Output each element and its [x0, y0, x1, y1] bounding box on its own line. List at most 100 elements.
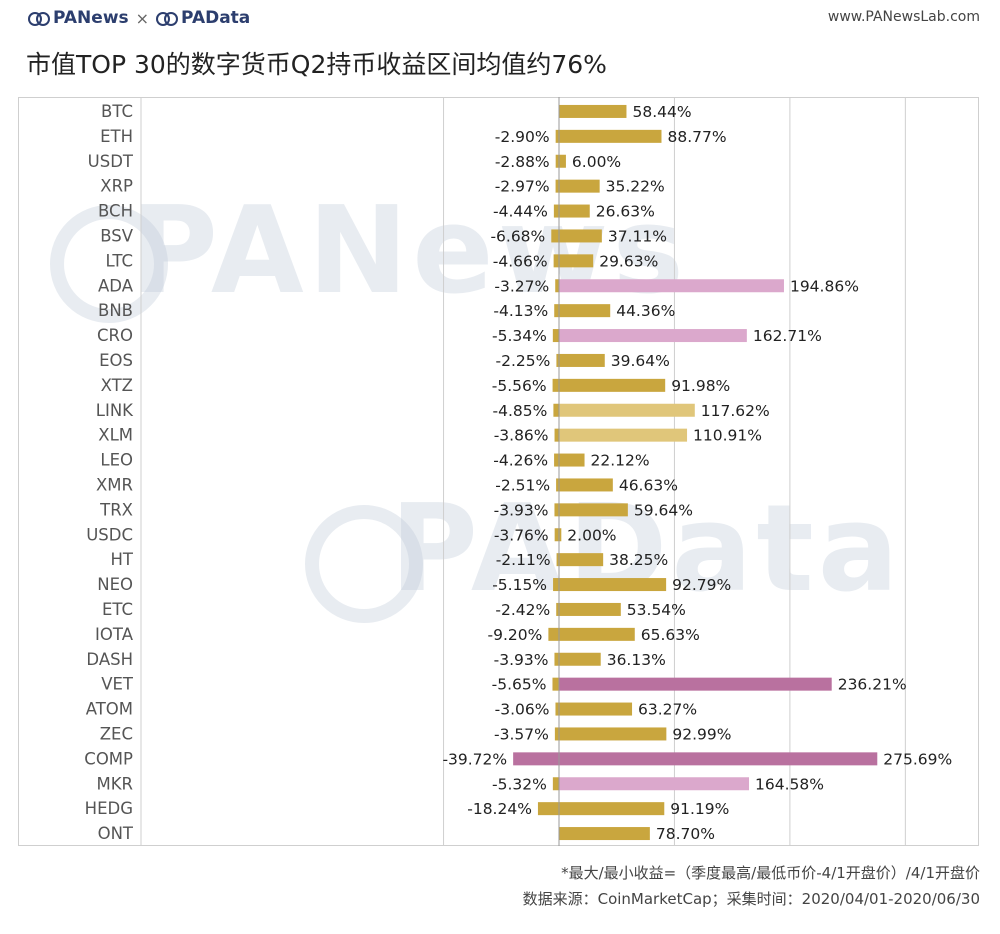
negative-value-label: -2.42%	[495, 601, 550, 619]
positive-value-label: 236.21%	[838, 676, 907, 694]
negative-bar	[555, 154, 559, 168]
negative-value-label: -3.93%	[494, 651, 549, 669]
positive-value-label: 35.22%	[606, 178, 665, 196]
category-label: XTZ	[101, 376, 133, 395]
positive-value-label: 26.63%	[596, 203, 655, 221]
logo-padata-text: PAData	[181, 8, 251, 28]
positive-value-label: 46.63%	[619, 476, 678, 494]
category-label: DASH	[86, 650, 133, 669]
positive-value-label: 44.36%	[616, 302, 675, 320]
positive-value-label: 37.11%	[608, 227, 667, 245]
negative-value-label: -3.86%	[494, 427, 549, 445]
negative-bar	[554, 652, 559, 666]
negative-bar	[556, 553, 559, 567]
padata-logo-icon	[156, 11, 179, 26]
positive-bar	[559, 752, 878, 766]
positive-bar	[559, 204, 590, 218]
negative-bar	[554, 528, 559, 542]
negative-bar	[553, 204, 559, 218]
positive-bar	[559, 478, 613, 492]
positive-bar	[559, 827, 650, 841]
positive-value-label: 275.69%	[883, 750, 952, 768]
negative-value-label: -3.06%	[495, 701, 550, 719]
negative-value-label: -2.25%	[496, 352, 551, 370]
negative-value-label: -4.66%	[493, 252, 548, 270]
positive-bar	[559, 403, 695, 417]
panews-logo: PANews × PAData	[28, 8, 250, 28]
positive-bar	[559, 428, 688, 442]
negative-bar	[554, 453, 559, 467]
negative-value-label: -18.24%	[467, 800, 532, 818]
positive-bar	[559, 179, 600, 193]
negative-bar	[552, 777, 559, 791]
negative-bar	[555, 279, 559, 293]
positive-bar	[559, 453, 585, 467]
negative-bar	[555, 179, 559, 193]
positive-bar	[559, 553, 604, 567]
negative-value-label: -2.88%	[495, 153, 550, 171]
positive-bar	[559, 677, 832, 691]
negative-bar	[554, 727, 559, 741]
positive-value-label: 6.00%	[572, 153, 621, 171]
footnote: *最大/最小收益=（季度最高/最低币价-4/1开盘价）/4/1开盘价	[561, 864, 980, 882]
positive-value-label: 58.44%	[632, 103, 691, 121]
chart-title: 市值TOP 30的数字货币Q2持币收益区间均值约76%	[26, 50, 607, 79]
negative-value-label: -2.51%	[495, 476, 550, 494]
positive-bar	[559, 777, 750, 791]
negative-value-label: -5.34%	[492, 327, 547, 345]
category-label: HT	[111, 550, 134, 569]
category-label: BTC	[101, 102, 133, 121]
positive-value-label: 22.12%	[591, 452, 650, 470]
negative-value-label: -3.57%	[494, 725, 549, 743]
chart-frame	[18, 97, 979, 846]
category-label: XLM	[98, 426, 133, 445]
category-label: LEO	[100, 451, 133, 470]
category-label: ETH	[100, 127, 133, 146]
category-label: XRP	[100, 177, 133, 196]
positive-value-label: 91.98%	[671, 377, 730, 395]
category-label: ADA	[98, 276, 134, 295]
positive-bar	[559, 104, 627, 118]
negative-bar	[513, 752, 559, 766]
positive-value-label: 53.54%	[627, 601, 686, 619]
category-label: ETC	[102, 600, 133, 619]
positive-value-label: 29.63%	[599, 252, 658, 270]
negative-value-label: -2.11%	[496, 551, 551, 569]
category-label: CRO	[97, 326, 133, 345]
negative-bar	[553, 254, 559, 268]
negative-value-label: -4.13%	[493, 302, 548, 320]
negative-bar	[556, 353, 559, 367]
positive-bar	[559, 802, 665, 816]
negative-bar	[555, 129, 559, 143]
category-label: LINK	[96, 401, 134, 420]
category-label: IOTA	[95, 625, 134, 644]
category-label: BCH	[98, 202, 133, 221]
positive-bar	[559, 652, 601, 666]
negative-value-label: -5.15%	[492, 576, 547, 594]
positive-value-label: 164.58%	[755, 775, 824, 793]
negative-bar	[554, 304, 559, 318]
negative-value-label: -3.93%	[494, 501, 549, 519]
negative-bar	[537, 802, 559, 816]
negative-value-label: -3.27%	[494, 277, 549, 295]
category-label: USDC	[86, 525, 133, 544]
category-label: HEDG	[85, 799, 133, 818]
positive-bar	[559, 254, 594, 268]
positive-bar	[559, 229, 602, 243]
positive-value-label: 88.77%	[667, 128, 726, 146]
positive-value-label: 2.00%	[567, 526, 616, 544]
positive-bar	[559, 304, 611, 318]
negative-bar	[552, 378, 559, 392]
positive-value-label: 92.99%	[672, 725, 731, 743]
data-source: 数据来源：CoinMarketCap；采集时间：2020/04/01-2020/…	[522, 890, 980, 908]
negative-bar	[553, 578, 559, 592]
negative-value-label: -2.97%	[495, 178, 550, 196]
positive-value-label: 36.13%	[607, 651, 666, 669]
site-url: www.PANewsLab.com	[827, 9, 980, 25]
category-label: BNB	[98, 301, 133, 320]
positive-value-label: 92.79%	[672, 576, 731, 594]
positive-bar	[559, 578, 667, 592]
negative-value-label: -2.90%	[495, 128, 550, 146]
positive-bar	[559, 129, 662, 143]
bar-chart: BTC 58.44% ETH -2.90% 88.77% USDT -2.88% 6.00% X…	[84, 97, 952, 846]
